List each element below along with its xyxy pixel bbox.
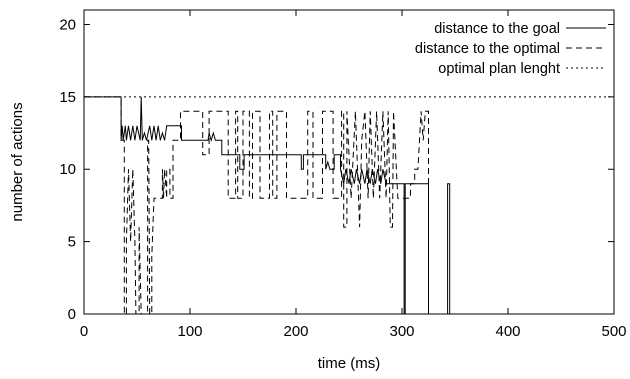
x-axis-title: time (ms) (318, 355, 381, 372)
y-tick-label: 15 (59, 89, 76, 106)
y-tick-label: 5 (68, 234, 76, 251)
x-tick-label: 100 (177, 323, 202, 340)
series-line-1 (84, 96, 614, 315)
x-tick-label: 0 (80, 323, 88, 340)
legend-label: distance to the goal (434, 21, 560, 37)
legend-label: optimal plan lenght (438, 61, 560, 77)
x-tick-label: 500 (601, 323, 626, 340)
ticks-layer: 0 100 200 300 400 500 0 5 10 15 20 (59, 10, 627, 340)
legend-label: distance to the optimal (415, 41, 560, 57)
y-tick-label: 10 (59, 161, 76, 178)
plot-frame (83, 9, 615, 315)
y-axis-title: number of actions (9, 102, 26, 221)
x-tick-label: 300 (389, 323, 414, 340)
x-tick-label: 400 (495, 323, 520, 340)
x-tick-label: 200 (283, 323, 308, 340)
y-tick-label: 20 (59, 16, 76, 33)
series-line-2 (84, 96, 614, 315)
y-tick-label: 0 (68, 306, 76, 323)
series-layer (84, 96, 614, 315)
legend: distance to the goal distance to the opti… (415, 21, 606, 77)
